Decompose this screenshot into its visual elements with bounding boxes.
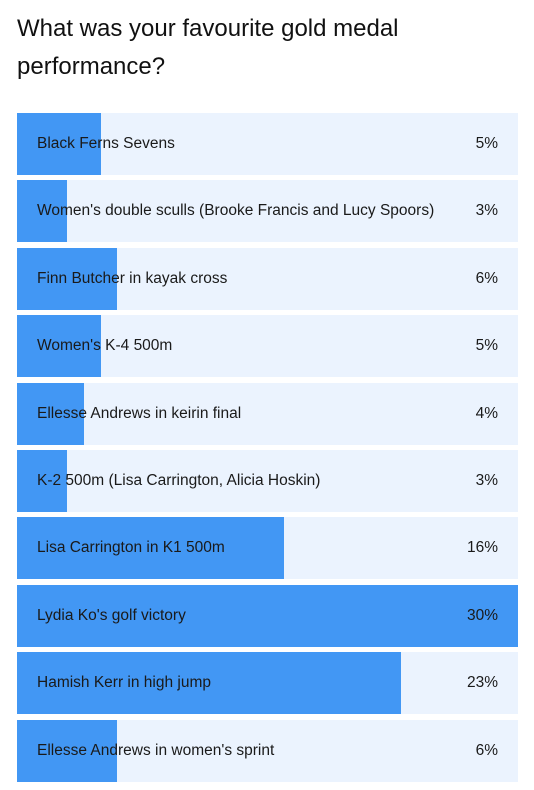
poll-option-label: Black Ferns Sevens: [37, 135, 175, 152]
poll-option-bar: [17, 584, 518, 647]
poll-option-bar: [17, 113, 101, 175]
poll-option[interactable]: Women's double sculls (Brooke Francis an…: [17, 180, 518, 243]
poll-option-percent: 3%: [475, 202, 498, 220]
poll-option-percent: 6%: [475, 741, 498, 759]
poll-option-bar: [17, 517, 285, 580]
poll-option-label: Ellesse Andrews in women's sprint: [37, 741, 275, 759]
poll-option-label: K-2 500m (Lisa Carrington, Alicia Hoskin…: [37, 471, 321, 489]
poll-option[interactable]: Lisa Carrington in K1 500m 16%: [17, 517, 518, 580]
poll-option-percent: 4%: [475, 404, 498, 422]
poll-option-label: Lydia Ko's golf victory: [37, 606, 186, 624]
poll-option-label: Lisa Carrington in K1 500m: [37, 539, 225, 557]
poll-option-label: Hamish Kerr in high jump: [37, 674, 212, 692]
poll-option[interactable]: Lydia Ko's golf victory 30%: [17, 584, 518, 647]
poll-option-percent: 16%: [466, 539, 498, 557]
poll-option-percent: 6%: [475, 269, 498, 287]
poll-option[interactable]: Black Ferns Sevens 5%: [17, 113, 518, 175]
poll-option-percent: 5%: [475, 135, 498, 152]
poll-option-bar: [17, 382, 84, 445]
poll-option-label: Finn Butcher in kayak cross: [37, 269, 228, 287]
poll-option-bar: [17, 719, 118, 782]
poll-option-percent: 30%: [466, 606, 498, 624]
poll-option-bar: [17, 449, 68, 512]
poll-option[interactable]: Ellesse Andrews in women's sprint 6%: [17, 719, 518, 782]
poll-option[interactable]: K-2 500m (Lisa Carrington, Alicia Hoskin…: [17, 449, 518, 512]
poll-option-percent: 3%: [475, 471, 498, 489]
poll-option[interactable]: Finn Butcher in kayak cross 6%: [17, 247, 518, 310]
poll-option-bar: [17, 247, 118, 310]
poll-option-percent: 5%: [475, 337, 498, 355]
poll-option-label: Ellesse Andrews in keirin final: [37, 404, 242, 422]
poll-option-bar: [17, 315, 101, 378]
poll-option-percent: 23%: [466, 674, 498, 692]
poll-option-bar: [17, 652, 402, 715]
poll-question: What was your favourite gold medal perfo…: [17, 15, 399, 80]
poll-option[interactable]: Hamish Kerr in high jump 23%: [17, 652, 518, 715]
poll-option-label: Women's K-4 500m: [37, 337, 173, 355]
poll-option[interactable]: Women's K-4 500m 5%: [17, 315, 518, 378]
poll-options: Black Ferns Sevens 5% Women's double scull…: [17, 113, 518, 787]
poll-option-bar: [17, 180, 68, 243]
poll-option[interactable]: Ellesse Andrews in keirin final 4%: [17, 382, 518, 445]
poll-option-label: Women's double sculls (Brooke Francis an…: [37, 202, 435, 220]
